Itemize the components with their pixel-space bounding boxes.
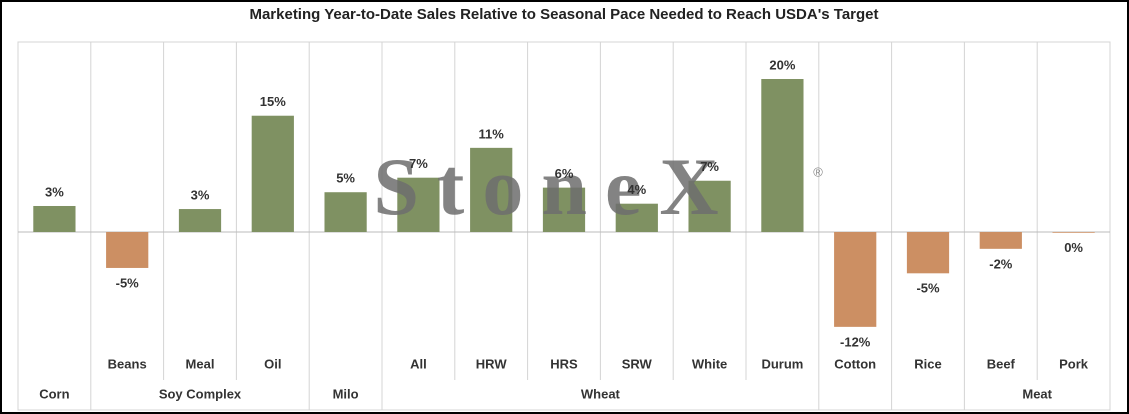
x-tick-label: White bbox=[692, 356, 727, 371]
value-label: 3% bbox=[191, 187, 210, 202]
bar bbox=[542, 187, 586, 232]
value-label: 7% bbox=[700, 159, 719, 174]
value-label: 0% bbox=[1064, 240, 1083, 255]
x-tick-label: HRW bbox=[476, 356, 508, 371]
bar bbox=[615, 203, 658, 232]
bar bbox=[251, 115, 294, 232]
bar bbox=[324, 192, 367, 232]
x-tick-label: All bbox=[410, 356, 427, 371]
bar bbox=[470, 147, 513, 232]
x-tick-label: HRS bbox=[550, 356, 578, 371]
value-label: 7% bbox=[409, 156, 428, 171]
group-label: Milo bbox=[333, 386, 359, 401]
bar bbox=[397, 177, 440, 232]
watermark-group: StoneX ® bbox=[373, 141, 823, 232]
value-label: 4% bbox=[627, 182, 646, 197]
x-tick-label: Rice bbox=[914, 356, 941, 371]
value-label: 6% bbox=[555, 166, 574, 181]
value-label: 15% bbox=[260, 94, 286, 109]
bar bbox=[1052, 232, 1095, 233]
bar bbox=[761, 79, 804, 232]
x-tick-label: Oil bbox=[264, 356, 281, 371]
bar bbox=[178, 209, 222, 232]
value-label: 20% bbox=[769, 57, 795, 72]
group-label: Meat bbox=[1022, 386, 1052, 401]
x-tick-label: SRW bbox=[622, 356, 653, 371]
x-tick-label: Beef bbox=[987, 356, 1016, 371]
bar bbox=[906, 232, 950, 274]
value-label: -5% bbox=[116, 275, 140, 290]
group-label: Wheat bbox=[581, 386, 621, 401]
bar bbox=[979, 232, 1022, 249]
x-tick-label: Meal bbox=[186, 356, 215, 371]
x-tick-label: Pork bbox=[1059, 356, 1089, 371]
value-label: 5% bbox=[336, 171, 355, 186]
x-tick-label: Cotton bbox=[834, 356, 876, 371]
chart-title: Marketing Year-to-Date Sales Relative to… bbox=[249, 6, 878, 23]
watermark: StoneX bbox=[373, 141, 736, 232]
bar bbox=[106, 232, 149, 268]
plot-frame bbox=[17, 41, 1111, 411]
group-label: Soy Complex bbox=[159, 386, 242, 401]
x-tick-label: Beans bbox=[108, 356, 147, 371]
value-label: 11% bbox=[479, 126, 505, 141]
value-label: -12% bbox=[840, 334, 871, 349]
value-label: 3% bbox=[45, 184, 64, 199]
value-label: -2% bbox=[989, 256, 1013, 271]
bar bbox=[834, 232, 877, 327]
bar bbox=[33, 205, 76, 232]
bar bbox=[688, 180, 731, 232]
watermark-mark: ® bbox=[813, 164, 823, 179]
x-tick-label: Durum bbox=[761, 356, 803, 371]
group-label: Corn bbox=[39, 386, 69, 401]
value-label: -5% bbox=[916, 281, 940, 296]
